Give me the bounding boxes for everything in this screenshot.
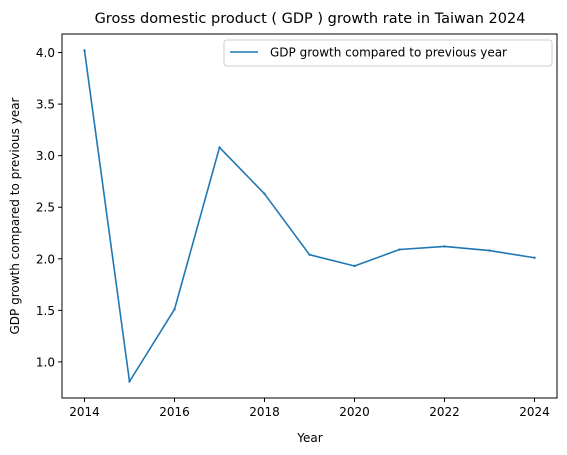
y-tick-label: 2.5 [36, 201, 55, 215]
data-point [128, 380, 131, 383]
data-point [218, 146, 221, 149]
y-tick-label: 4.0 [36, 46, 55, 60]
legend: GDP growth compared to previous year [223, 39, 553, 67]
data-point [263, 192, 266, 196]
series-layer [83, 49, 536, 383]
data-point [353, 264, 356, 268]
x-tick-label: 2014 [69, 405, 100, 419]
data-point [488, 249, 491, 252]
data-point [308, 253, 311, 256]
data-point [173, 308, 176, 311]
legend-label: GDP growth compared to previous year [270, 46, 507, 60]
data-point [398, 248, 401, 251]
x-tick-label: 2018 [249, 405, 280, 419]
y-tick-label: 3.0 [36, 149, 55, 163]
data-point [83, 49, 86, 52]
y-axis-label: GDP growth compared to previous year [8, 97, 22, 334]
x-tick-label: 2020 [339, 405, 370, 419]
x-tick-label: 2024 [519, 405, 550, 419]
y-tick-label: 1.0 [36, 355, 55, 369]
x-tick-label: 2022 [429, 405, 460, 419]
legend-frame [223, 39, 553, 67]
series-line [83, 50, 535, 383]
ticks: 2014 2016 2018 2020 2022 2024 1.0 1.5 2.0 2.5 3.0 3… [36, 46, 550, 419]
data-point [443, 245, 446, 248]
y-tick-label: 2.0 [36, 252, 55, 266]
y-tick-label: 3.5 [36, 98, 55, 112]
chart-title: Gross domestic product ( GDP ) growth ra… [95, 11, 526, 27]
y-tick-label: 1.5 [36, 304, 55, 318]
data-point [533, 256, 536, 259]
x-tick-label: 2016 [159, 405, 190, 419]
plot-area-frame [61, 33, 558, 399]
x-axis-label: Year [296, 431, 322, 445]
